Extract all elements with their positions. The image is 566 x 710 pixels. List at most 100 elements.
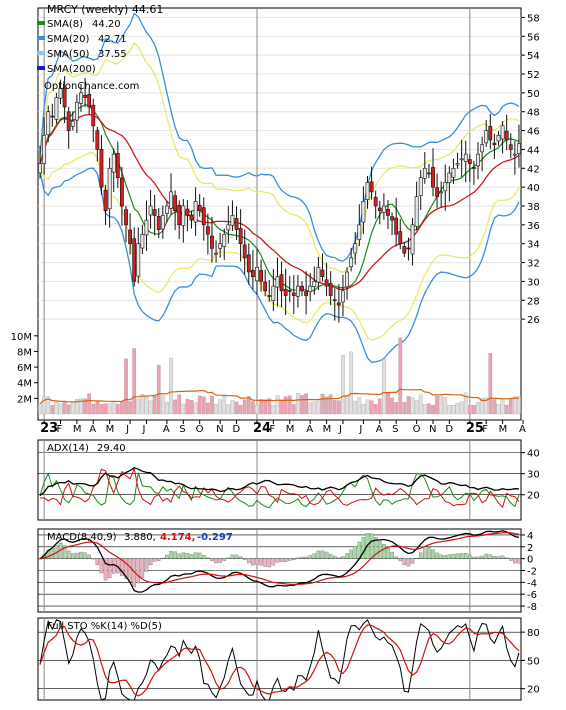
macd-histogram-bar (230, 554, 235, 559)
x-tick-label: M (499, 424, 508, 435)
candle-body (79, 92, 83, 104)
candle-body (427, 172, 431, 175)
bollinger-lower (39, 152, 520, 341)
x-tick-label: M (323, 424, 332, 435)
volume-bar (193, 402, 198, 415)
candle-body (361, 200, 366, 223)
volume-bar (345, 395, 349, 415)
candle-body (341, 290, 345, 303)
candle-body (173, 195, 178, 212)
sma-red-line (39, 113, 520, 291)
candle-body (332, 299, 337, 302)
macd-histogram-bar (95, 558, 100, 565)
x-tick-label: A (89, 424, 96, 435)
volume-bar (275, 395, 280, 415)
candle-body (189, 214, 194, 221)
macd-histogram-bar (128, 558, 132, 582)
volume-tick-label: 6M (17, 363, 32, 374)
volume-bar (75, 399, 79, 415)
volume-bar (42, 396, 46, 415)
volume-bar (226, 404, 231, 415)
candle-body (46, 111, 51, 135)
macd-histogram-bar (83, 552, 87, 559)
macd-histogram-bar (275, 558, 280, 563)
candle-body (488, 126, 493, 141)
volume-bar (373, 404, 378, 415)
volume-bar (467, 405, 472, 415)
macd-histogram-bar (242, 558, 247, 560)
candle-body (271, 285, 276, 301)
macd-value: 3.880, (124, 532, 156, 543)
candle-body (250, 269, 255, 278)
macd-histogram-bar (218, 558, 222, 563)
price-tick-label: 26 (527, 315, 540, 326)
macd-histogram-bar (447, 554, 452, 559)
volume-bar (46, 396, 51, 415)
adx-tick-label: 20 (527, 491, 540, 502)
volume-bar (87, 393, 92, 415)
candle-body (517, 143, 521, 155)
candle-body (459, 158, 464, 161)
volume-bar (255, 404, 259, 415)
candle-body (58, 87, 63, 99)
volume-bar (124, 358, 128, 415)
macd-histogram-bar (234, 554, 239, 559)
candle-body (267, 295, 272, 297)
candle-body (304, 291, 309, 296)
macd-histogram-bar (304, 556, 308, 559)
candle-body (480, 144, 485, 153)
volume-bar (165, 402, 169, 415)
sto-k-line (39, 619, 520, 701)
volume-bar (173, 399, 177, 415)
candle-body (377, 207, 382, 212)
x-tick-label: 23 (40, 421, 58, 436)
candle-body (381, 205, 386, 213)
volume-bar (58, 403, 63, 415)
macd-histogram-bar (148, 558, 153, 566)
candle-body (210, 235, 214, 249)
price-tick-label: 32 (527, 259, 540, 270)
sto-tick-label: 80 (527, 628, 540, 639)
macd-histogram-bar (103, 558, 108, 581)
macd-histogram-bar (328, 553, 333, 559)
macd-histogram-bar (173, 551, 177, 559)
macd-histogram-bar (144, 558, 149, 572)
volume-bar (50, 405, 55, 415)
adx-value: 29.40 (97, 443, 126, 454)
volume-bar (283, 396, 288, 415)
candle-body (103, 189, 108, 212)
candle-body (120, 177, 124, 207)
volume-bar (62, 401, 67, 415)
volume-bar (99, 404, 104, 415)
macd-label: MACD(8,40,9) (47, 532, 117, 543)
candle-body (439, 191, 444, 194)
candle-body (181, 205, 186, 226)
x-tick-label: J (141, 424, 145, 435)
candle-body (50, 115, 55, 118)
x-tick-label: A (376, 424, 383, 435)
candle-body (259, 270, 263, 282)
sto-tick-label: 50 (527, 656, 540, 667)
watermark: OptionChance.com (44, 81, 139, 92)
volume-bar (304, 393, 308, 415)
volume-bar (169, 357, 173, 415)
chart-title: MRCY (weekly) 44.61 (47, 3, 163, 16)
macd-histogram-bar (156, 558, 161, 561)
volume-bar (70, 402, 75, 415)
candle-body (512, 153, 517, 156)
volume-bar (361, 404, 366, 415)
macd-histogram-bar (341, 556, 345, 559)
candle-body (160, 215, 165, 230)
candle-body (472, 167, 476, 169)
x-tick-label: N (429, 424, 436, 435)
candle-body (226, 224, 231, 231)
macd-histogram-bar (459, 553, 464, 559)
volume-bar (296, 393, 300, 415)
candle-body (402, 246, 407, 254)
candle-body (107, 167, 112, 210)
volume-bar (234, 401, 239, 415)
macd-histogram-bar (271, 558, 276, 566)
macd-histogram-bar (500, 555, 505, 559)
candle-body (443, 182, 448, 192)
candle-body (398, 231, 403, 245)
